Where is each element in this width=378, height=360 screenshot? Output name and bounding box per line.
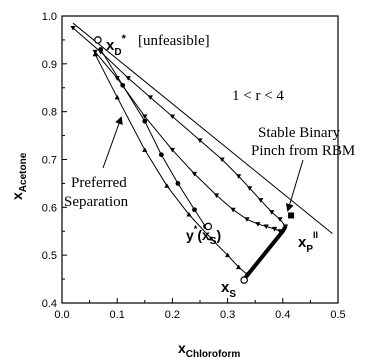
series-4-point: [175, 181, 181, 186]
r-range-annotation: 1 < r < 4: [232, 88, 284, 104]
pinch-annotation-line2: Pinch from RBM: [251, 143, 355, 159]
series-3-point: [164, 183, 170, 188]
ystar-label: y*(xS): [186, 224, 221, 247]
series-3-point: [142, 147, 148, 152]
x-tick-labels: 0.0 0.1 0.2 0.3 0.4 0.5: [54, 309, 345, 321]
series-2-point: [169, 147, 175, 153]
pinch-line: [72, 22, 333, 235]
separation-arrow: [102, 116, 123, 169]
plot-frame: [61, 15, 339, 304]
series-1-point: [269, 210, 275, 215]
series-line-3: [94, 54, 248, 275]
series-3-point: [114, 94, 120, 100]
pinch-annotation-line1: Stable Binary: [258, 125, 341, 141]
pinch-arrow: [285, 159, 304, 212]
series-3-point: [208, 235, 214, 241]
series-3-point: [186, 211, 192, 217]
ystar-point: [204, 222, 213, 231]
series-2-point: [277, 229, 283, 234]
series-2-point: [263, 224, 269, 230]
series-1-point: [247, 186, 253, 191]
series-3-point: [244, 271, 250, 277]
xs-label: xS: [221, 279, 236, 300]
y-axis-label: xAcetone: [9, 152, 29, 200]
y-tick-label: 0.7: [42, 155, 57, 167]
series-2-point: [271, 226, 278, 232]
series-2-point: [191, 171, 198, 177]
series-line-2: [94, 51, 281, 232]
series-3-point: [225, 252, 231, 258]
y-tick-label: 0.4: [42, 298, 57, 310]
series-4-point: [192, 207, 197, 213]
series-1-point: [258, 198, 264, 203]
curve-markers: [70, 25, 289, 277]
series-3-point: [236, 264, 242, 270]
special-points: [94, 36, 295, 284]
series-1-point: [219, 157, 225, 163]
series-2-point: [213, 193, 220, 198]
series-1-point: [236, 174, 242, 179]
x-tick-label: 0.0: [54, 309, 69, 321]
separation-annotation-line1: Preferred: [71, 175, 127, 191]
series-2-point: [244, 217, 250, 222]
pinch-segment: [242, 225, 288, 281]
series-3-point: [92, 51, 98, 57]
series-1-point: [147, 95, 153, 100]
y-tick-label: 0.5: [42, 250, 57, 262]
y-tick-label: 1.0: [42, 11, 57, 23]
series-2-point: [142, 114, 148, 120]
x-axis-label: xChloroform: [178, 340, 240, 360]
series-2-point: [255, 222, 261, 227]
y-tick-label: 0.6: [42, 202, 57, 214]
separation-annotation-line2: Separation: [64, 194, 129, 210]
unfeasible-note: [unfeasible]: [138, 33, 210, 49]
series-1-point: [282, 224, 289, 230]
y-tick-labels: 0.4 0.5 0.6 0.7 0.8 0.9 1.0: [42, 11, 57, 310]
series-1-point: [169, 114, 175, 120]
x-tick-label: 0.3: [220, 309, 235, 321]
xp-label: xPII: [298, 230, 318, 255]
series-1-point: [125, 76, 131, 81]
series-1-point: [197, 138, 203, 143]
xd-label: xD*: [106, 33, 127, 58]
x-tick-label: 0.2: [165, 309, 180, 321]
x-tick-label: 0.1: [110, 309, 125, 321]
x-tick-label: 0.4: [275, 309, 290, 321]
series-1-point: [277, 217, 283, 222]
y-tick-label: 0.9: [42, 59, 57, 71]
series-4-point: [142, 118, 148, 124]
series-4-point: [158, 152, 164, 158]
y-tick-label: 0.8: [42, 107, 57, 119]
series-2-point: [230, 207, 236, 213]
series-4-point: [98, 47, 104, 52]
x-tick-label: 0.5: [330, 309, 345, 321]
series-4-point: [120, 82, 126, 88]
xp-point: [288, 212, 295, 219]
xs-point: [240, 276, 248, 284]
xd-point: [94, 36, 102, 44]
series-1-point: [70, 25, 76, 31]
axis-ticks: [61, 15, 339, 304]
series-2-point: [114, 76, 120, 81]
